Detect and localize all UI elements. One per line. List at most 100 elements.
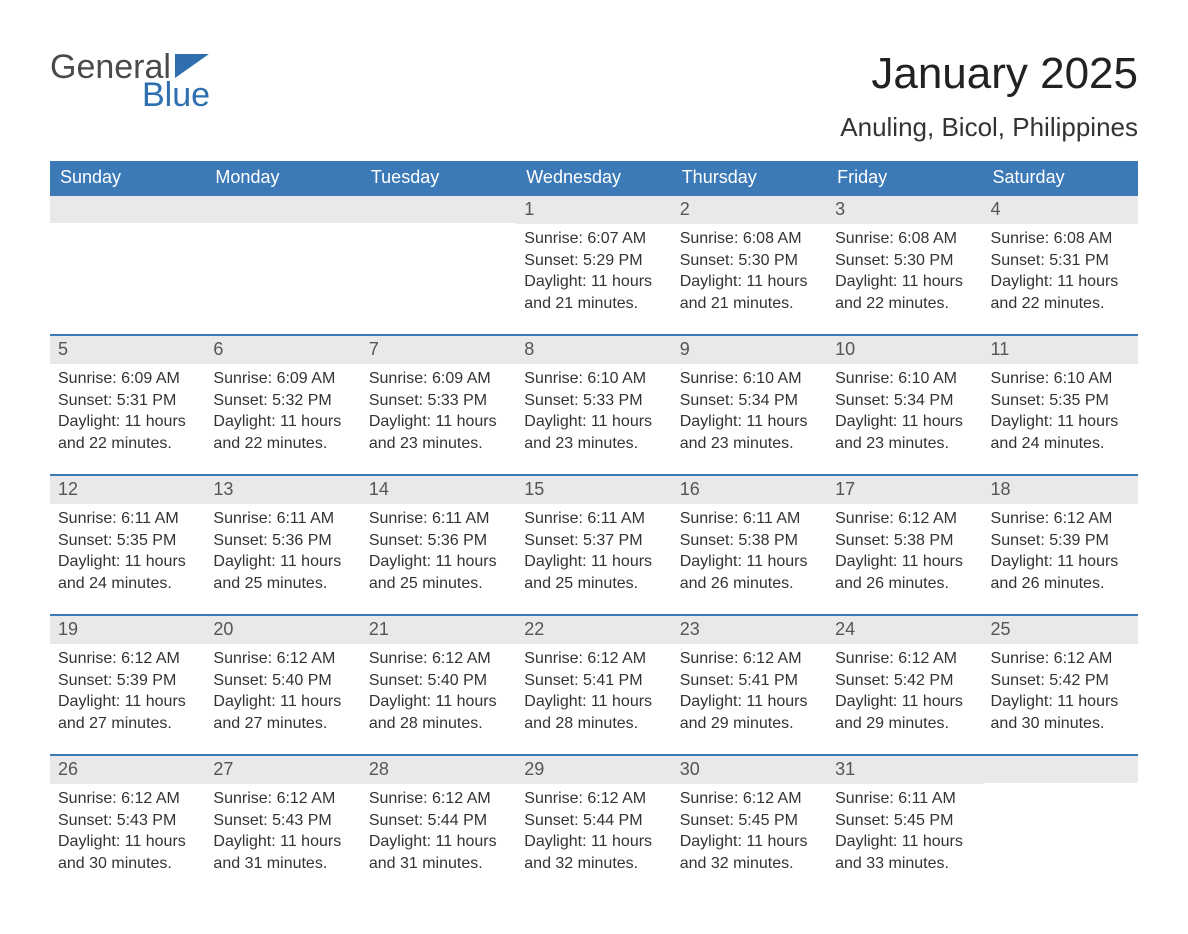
sunset-line: Sunset: 5:39 PM <box>991 530 1130 552</box>
day-body: Sunrise: 6:12 AMSunset: 5:42 PMDaylight:… <box>827 644 982 734</box>
day-body: Sunrise: 6:12 AMSunset: 5:41 PMDaylight:… <box>516 644 671 734</box>
sunset-line: Sunset: 5:41 PM <box>524 670 663 692</box>
day-cell <box>205 194 360 334</box>
day-body: Sunrise: 6:09 AMSunset: 5:33 PMDaylight:… <box>361 364 516 454</box>
sunset-line: Sunset: 5:44 PM <box>524 810 663 832</box>
sunrise-line: Sunrise: 6:11 AM <box>58 508 197 530</box>
sunset-line: Sunset: 5:38 PM <box>680 530 819 552</box>
sunset-line: Sunset: 5:45 PM <box>835 810 974 832</box>
sunrise-line: Sunrise: 6:08 AM <box>991 228 1130 250</box>
daylight-line: Daylight: 11 hours and 29 minutes. <box>835 691 974 734</box>
day-cell: 20Sunrise: 6:12 AMSunset: 5:40 PMDayligh… <box>205 614 360 754</box>
dow-cell: Thursday <box>672 161 827 194</box>
sunrise-line: Sunrise: 6:12 AM <box>524 788 663 810</box>
page-title: January 2025 <box>840 50 1138 98</box>
location-label: Anuling, Bicol, Philippines <box>840 112 1138 143</box>
day-body: Sunrise: 6:11 AMSunset: 5:36 PMDaylight:… <box>205 504 360 594</box>
daylight-line: Daylight: 11 hours and 23 minutes. <box>835 411 974 454</box>
daylight-line: Daylight: 11 hours and 28 minutes. <box>524 691 663 734</box>
daylight-line: Daylight: 11 hours and 27 minutes. <box>58 691 197 734</box>
week-row: 19Sunrise: 6:12 AMSunset: 5:39 PMDayligh… <box>50 614 1138 754</box>
sunset-line: Sunset: 5:30 PM <box>680 250 819 272</box>
sunrise-line: Sunrise: 6:11 AM <box>835 788 974 810</box>
day-cell: 22Sunrise: 6:12 AMSunset: 5:41 PMDayligh… <box>516 614 671 754</box>
sunset-line: Sunset: 5:40 PM <box>213 670 352 692</box>
day-number: 24 <box>827 616 982 644</box>
sunrise-line: Sunrise: 6:12 AM <box>835 648 974 670</box>
daylight-line: Daylight: 11 hours and 21 minutes. <box>524 271 663 314</box>
day-number: 20 <box>205 616 360 644</box>
day-cell: 7Sunrise: 6:09 AMSunset: 5:33 PMDaylight… <box>361 334 516 474</box>
daylight-line: Daylight: 11 hours and 29 minutes. <box>680 691 819 734</box>
day-number: 5 <box>50 336 205 364</box>
day-body: Sunrise: 6:10 AMSunset: 5:35 PMDaylight:… <box>983 364 1138 454</box>
day-number: 21 <box>361 616 516 644</box>
day-cell <box>361 194 516 334</box>
day-number: 7 <box>361 336 516 364</box>
day-body: Sunrise: 6:12 AMSunset: 5:40 PMDaylight:… <box>361 644 516 734</box>
day-cell: 12Sunrise: 6:11 AMSunset: 5:35 PMDayligh… <box>50 474 205 614</box>
day-cell: 8Sunrise: 6:10 AMSunset: 5:33 PMDaylight… <box>516 334 671 474</box>
day-cell: 10Sunrise: 6:10 AMSunset: 5:34 PMDayligh… <box>827 334 982 474</box>
day-cell: 23Sunrise: 6:12 AMSunset: 5:41 PMDayligh… <box>672 614 827 754</box>
day-body: Sunrise: 6:12 AMSunset: 5:44 PMDaylight:… <box>516 784 671 874</box>
day-number: 12 <box>50 476 205 504</box>
sunset-line: Sunset: 5:44 PM <box>369 810 508 832</box>
dow-cell: Friday <box>827 161 982 194</box>
day-cell: 6Sunrise: 6:09 AMSunset: 5:32 PMDaylight… <box>205 334 360 474</box>
daylight-line: Daylight: 11 hours and 26 minutes. <box>991 551 1130 594</box>
daylight-line: Daylight: 11 hours and 21 minutes. <box>680 271 819 314</box>
day-number: 10 <box>827 336 982 364</box>
day-cell: 21Sunrise: 6:12 AMSunset: 5:40 PMDayligh… <box>361 614 516 754</box>
dow-cell: Saturday <box>983 161 1138 194</box>
sunrise-line: Sunrise: 6:11 AM <box>369 508 508 530</box>
day-cell: 19Sunrise: 6:12 AMSunset: 5:39 PMDayligh… <box>50 614 205 754</box>
day-cell: 29Sunrise: 6:12 AMSunset: 5:44 PMDayligh… <box>516 754 671 894</box>
sunrise-line: Sunrise: 6:08 AM <box>680 228 819 250</box>
sunrise-line: Sunrise: 6:12 AM <box>835 508 974 530</box>
day-cell <box>50 194 205 334</box>
day-number: 13 <box>205 476 360 504</box>
day-body: Sunrise: 6:12 AMSunset: 5:43 PMDaylight:… <box>50 784 205 874</box>
day-number: 2 <box>672 196 827 224</box>
empty-day-number <box>983 756 1138 783</box>
day-cell: 24Sunrise: 6:12 AMSunset: 5:42 PMDayligh… <box>827 614 982 754</box>
day-body: Sunrise: 6:12 AMSunset: 5:39 PMDaylight:… <box>50 644 205 734</box>
sunset-line: Sunset: 5:38 PM <box>835 530 974 552</box>
day-body: Sunrise: 6:12 AMSunset: 5:41 PMDaylight:… <box>672 644 827 734</box>
sunrise-line: Sunrise: 6:12 AM <box>369 788 508 810</box>
day-cell: 26Sunrise: 6:12 AMSunset: 5:43 PMDayligh… <box>50 754 205 894</box>
day-number: 11 <box>983 336 1138 364</box>
daylight-line: Daylight: 11 hours and 33 minutes. <box>835 831 974 874</box>
day-number: 3 <box>827 196 982 224</box>
day-cell: 3Sunrise: 6:08 AMSunset: 5:30 PMDaylight… <box>827 194 982 334</box>
daylight-line: Daylight: 11 hours and 26 minutes. <box>680 551 819 594</box>
sunrise-line: Sunrise: 6:12 AM <box>213 788 352 810</box>
day-cell: 4Sunrise: 6:08 AMSunset: 5:31 PMDaylight… <box>983 194 1138 334</box>
day-number: 28 <box>361 756 516 784</box>
day-number: 1 <box>516 196 671 224</box>
day-number: 26 <box>50 756 205 784</box>
empty-day-number <box>205 196 360 223</box>
day-number: 15 <box>516 476 671 504</box>
day-number: 22 <box>516 616 671 644</box>
day-number: 23 <box>672 616 827 644</box>
day-body: Sunrise: 6:11 AMSunset: 5:45 PMDaylight:… <box>827 784 982 874</box>
sunset-line: Sunset: 5:31 PM <box>58 390 197 412</box>
sunrise-line: Sunrise: 6:08 AM <box>835 228 974 250</box>
day-cell: 31Sunrise: 6:11 AMSunset: 5:45 PMDayligh… <box>827 754 982 894</box>
day-body: Sunrise: 6:08 AMSunset: 5:31 PMDaylight:… <box>983 224 1138 314</box>
day-cell: 14Sunrise: 6:11 AMSunset: 5:36 PMDayligh… <box>361 474 516 614</box>
day-cell: 5Sunrise: 6:09 AMSunset: 5:31 PMDaylight… <box>50 334 205 474</box>
sunrise-line: Sunrise: 6:12 AM <box>991 508 1130 530</box>
week-row: 26Sunrise: 6:12 AMSunset: 5:43 PMDayligh… <box>50 754 1138 894</box>
week-row: 5Sunrise: 6:09 AMSunset: 5:31 PMDaylight… <box>50 334 1138 474</box>
sunset-line: Sunset: 5:31 PM <box>991 250 1130 272</box>
daylight-line: Daylight: 11 hours and 25 minutes. <box>369 551 508 594</box>
day-body: Sunrise: 6:09 AMSunset: 5:32 PMDaylight:… <box>205 364 360 454</box>
daylight-line: Daylight: 11 hours and 23 minutes. <box>524 411 663 454</box>
sunset-line: Sunset: 5:32 PM <box>213 390 352 412</box>
sunset-line: Sunset: 5:42 PM <box>991 670 1130 692</box>
daylight-line: Daylight: 11 hours and 25 minutes. <box>524 551 663 594</box>
day-number: 14 <box>361 476 516 504</box>
